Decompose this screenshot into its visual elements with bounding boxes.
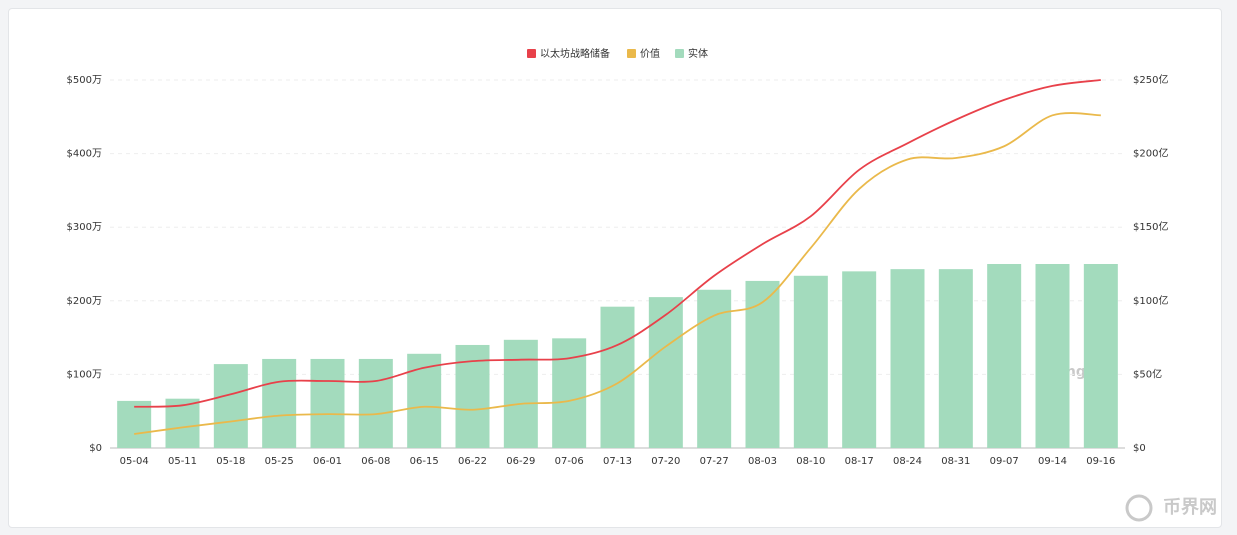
y-tick-label: $200万 <box>67 296 102 307</box>
y-tick-label: $300万 <box>67 222 102 233</box>
bar <box>600 306 635 448</box>
x-tick-label: 08-24 <box>893 456 922 467</box>
y2-tick-label: $100亿 <box>1133 294 1168 307</box>
x-tick-label: 06-01 <box>313 456 342 467</box>
x-tick-label: 08-10 <box>796 456 825 467</box>
x-tick-label: 06-22 <box>458 456 487 467</box>
legend-label: 价值 <box>640 47 660 60</box>
y-tick-label: $0 <box>89 443 102 454</box>
bar <box>358 358 393 448</box>
x-tick-label: 07-06 <box>555 456 584 467</box>
x-tick-label: 07-27 <box>700 456 729 467</box>
bar <box>117 400 152 448</box>
bar <box>1083 264 1118 448</box>
y-tick-label: $100万 <box>67 369 102 380</box>
x-tick-label: 09-16 <box>1086 456 1115 467</box>
bar <box>262 358 297 448</box>
bar <box>407 353 442 448</box>
x-tick-label: 05-04 <box>120 456 149 467</box>
y2-tick-label: $50亿 <box>1133 367 1162 380</box>
legend-swatch <box>675 49 684 58</box>
x-tick-label: 07-13 <box>603 456 632 467</box>
bar <box>648 297 683 448</box>
x-tick-label: 07-20 <box>651 456 680 467</box>
legend-swatch <box>527 49 536 58</box>
bar <box>697 289 732 448</box>
line <box>134 112 1101 435</box>
y2-tick-label: $0 <box>1133 443 1146 454</box>
x-tick-label: 06-29 <box>506 456 535 467</box>
x-tick-label: 06-08 <box>361 456 390 467</box>
bar <box>552 338 587 448</box>
bar <box>938 269 973 448</box>
y-tick-label: $400万 <box>67 149 102 160</box>
bar <box>793 275 828 448</box>
legend-label: 实体 <box>688 47 708 60</box>
bar <box>310 358 345 448</box>
x-tick-label: 05-25 <box>265 456 294 467</box>
x-tick-label: 09-07 <box>990 456 1019 467</box>
bar <box>987 264 1022 448</box>
legend-label: 以太坊战略储备 <box>540 47 610 60</box>
x-tick-label: 08-17 <box>845 456 874 467</box>
x-tick-label: 09-14 <box>1038 456 1067 467</box>
bar <box>745 280 780 448</box>
bar <box>503 339 538 448</box>
y-tick-label: $500万 <box>67 75 102 86</box>
x-tick-label: 08-03 <box>748 456 777 467</box>
y2-tick-label: $200亿 <box>1133 147 1168 160</box>
bar <box>213 364 248 448</box>
y2-tick-label: $150亿 <box>1133 220 1168 233</box>
line <box>134 79 1101 408</box>
bar <box>1035 264 1070 448</box>
legend-swatch <box>627 49 636 58</box>
bar <box>890 269 925 448</box>
watermark: 币界网 <box>1163 497 1217 518</box>
x-tick-label: 05-18 <box>216 456 245 467</box>
bar <box>842 271 877 448</box>
x-tick-label: 05-11 <box>168 456 197 467</box>
x-tick-label: 06-15 <box>410 456 439 467</box>
logo-icon <box>1125 494 1153 522</box>
y2-tick-label: $250亿 <box>1133 73 1168 86</box>
x-tick-label: 08-31 <box>941 456 970 467</box>
